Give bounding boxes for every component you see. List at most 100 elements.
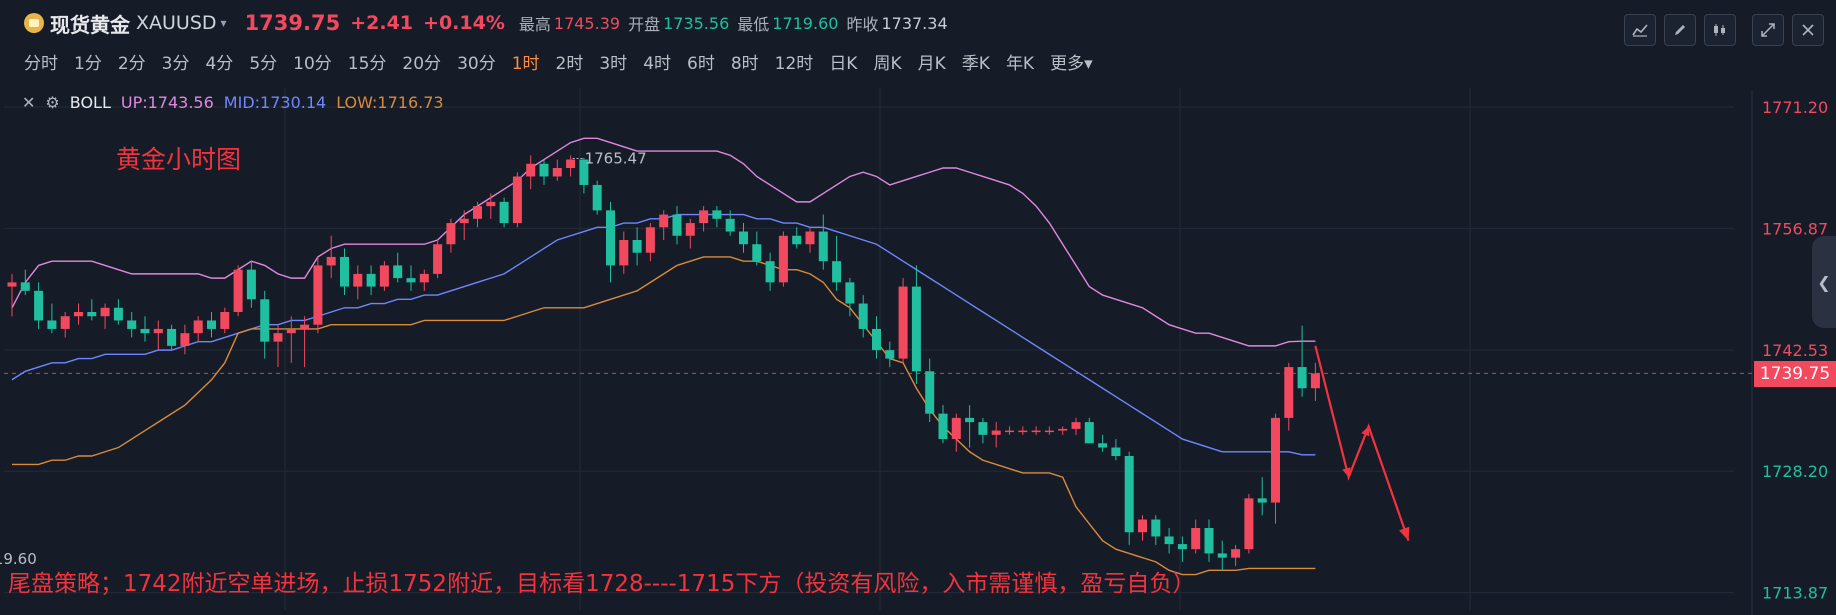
boll-middle-band <box>11 213 1316 456</box>
candle-body <box>180 333 190 346</box>
candle-body <box>1044 430 1054 433</box>
timeframe-tab[interactable]: 10分 <box>293 53 332 74</box>
candle-body <box>233 269 243 312</box>
candle-body <box>1151 519 1161 537</box>
stat-label: 最低 <box>737 15 770 34</box>
candle-body <box>1084 422 1094 444</box>
candle-body <box>712 210 722 219</box>
price-tick-label: 1771.20 <box>1762 98 1828 117</box>
timeframe-tab[interactable]: 4分 <box>205 53 234 74</box>
candle-body <box>659 214 669 228</box>
timeframe-tab[interactable]: 4时 <box>643 53 672 74</box>
timeframe-tab[interactable]: 20分 <box>402 53 442 74</box>
symbol-dropdown-icon[interactable]: ▾ <box>220 16 227 30</box>
candle-body <box>925 371 935 414</box>
candle-body <box>991 430 1001 435</box>
candle-body <box>1111 447 1121 456</box>
timeframe-tab[interactable]: 分时 <box>24 53 58 74</box>
candle-body <box>592 184 602 211</box>
candle-body <box>340 256 349 287</box>
timeframe-tab[interactable]: 月K <box>917 53 946 74</box>
candle-body <box>566 159 576 168</box>
candle-body <box>393 265 403 279</box>
boll-low-value: LOW:1716.73 <box>336 92 444 112</box>
candle-body <box>473 206 482 219</box>
candle-body <box>512 176 522 224</box>
candle-body <box>1217 553 1227 558</box>
timeframe-tab[interactable]: 30分 <box>457 53 496 74</box>
boll-up-value: UP:1743.56 <box>120 92 214 112</box>
timeframe-tab[interactable]: 8时 <box>730 53 759 74</box>
indicator-icon[interactable] <box>1624 14 1656 46</box>
timeframe-tab[interactable]: 周K <box>873 53 902 74</box>
candle-body <box>366 273 376 287</box>
candle-body <box>1031 430 1041 433</box>
forecast-arrowhead <box>1399 526 1410 541</box>
candle-body <box>938 413 948 440</box>
candle-body <box>1164 536 1174 545</box>
candle-body <box>552 168 562 177</box>
candle-body <box>1058 428 1068 431</box>
close-icon[interactable] <box>1792 14 1824 46</box>
instrument-symbol[interactable]: XAUUSD <box>136 12 217 34</box>
timeframe-tab[interactable]: 5分 <box>249 53 278 74</box>
strategy-annotation: 尾盘策略；1742附近空单进场，止损1752附近，目标看1728----1715… <box>8 571 1196 597</box>
timeframe-tab[interactable]: 12时 <box>774 53 814 74</box>
timeframe-tab[interactable]: 日K <box>829 53 858 74</box>
candle-body <box>1231 549 1241 558</box>
timeframe-tab[interactable]: 2时 <box>555 53 584 74</box>
indicator-legend: ✕ ⚙ BOLL UP:1743.56 MID:1730.14 LOW:1716… <box>22 90 454 114</box>
timeframe-tab[interactable]: 1时 <box>511 53 540 74</box>
side-panel-toggle-icon[interactable]: ❮ <box>1812 236 1836 328</box>
timeframe-tab[interactable]: 2分 <box>117 53 146 74</box>
candle-body <box>1284 367 1294 418</box>
candle-body <box>113 307 123 321</box>
candle-body <box>260 299 270 342</box>
candle-body <box>60 316 70 329</box>
timeframe-tab[interactable]: 15分 <box>347 53 387 74</box>
timeframe-tab[interactable]: 季K <box>961 53 990 74</box>
candle-body <box>459 218 469 224</box>
candle-body <box>193 320 203 334</box>
timeframe-tab[interactable]: 更多▾ <box>1050 53 1093 74</box>
candle-body <box>805 231 815 245</box>
candle-body <box>100 307 110 317</box>
timeframe-tab[interactable]: 6时 <box>687 53 715 74</box>
price-tick-label: 1728.20 <box>1762 462 1828 481</box>
candle-body <box>74 312 83 317</box>
candle-body <box>87 312 97 317</box>
stat-value: 1735.56 <box>663 13 730 33</box>
candle-body <box>273 333 283 342</box>
candle-body <box>140 328 150 334</box>
candle-body <box>885 350 895 359</box>
timeframe-tab[interactable]: 1分 <box>74 53 102 74</box>
candle-body <box>353 273 363 287</box>
candle-body <box>1244 498 1254 550</box>
candlestick-chart[interactable]: 1771.20 1756.87 1742.53 1728.20 1713.87 1765.… <box>0 86 1836 615</box>
stat-label: 开盘 <box>628 15 661 34</box>
expand-icon[interactable] <box>1752 14 1784 46</box>
price-tick-label: 1742.53 <box>1762 341 1828 360</box>
candle-body <box>446 223 456 245</box>
indicator-settings-icon[interactable]: ⚙ <box>45 92 60 112</box>
boll-mid-value: MID:1730.14 <box>223 92 327 112</box>
pen-icon[interactable] <box>1664 14 1696 46</box>
candle-body <box>1005 430 1014 433</box>
candle-body <box>1191 528 1201 550</box>
timeframe-tab[interactable]: 3时 <box>599 53 628 74</box>
quote-stats: 最高 1745.39 开盘 1735.56 最低 1719.60 昨收 1737.34 <box>519 11 956 35</box>
indicator-close-icon[interactable]: ✕ <box>22 92 36 112</box>
forecast-arrow <box>1314 345 1410 542</box>
candle-body <box>832 261 842 283</box>
timeframe-tab[interactable]: 年K <box>1005 53 1035 74</box>
candle-body <box>47 320 57 329</box>
candle-body <box>619 240 629 266</box>
candle-body <box>872 328 881 351</box>
timeframe-tab[interactable]: 3分 <box>161 53 190 74</box>
candle-body <box>845 282 855 304</box>
candle-body <box>433 244 443 274</box>
candle-body <box>127 320 137 329</box>
candle-settings-icon[interactable] <box>1704 14 1736 46</box>
candle-body <box>153 328 163 334</box>
candle-body <box>672 214 682 236</box>
